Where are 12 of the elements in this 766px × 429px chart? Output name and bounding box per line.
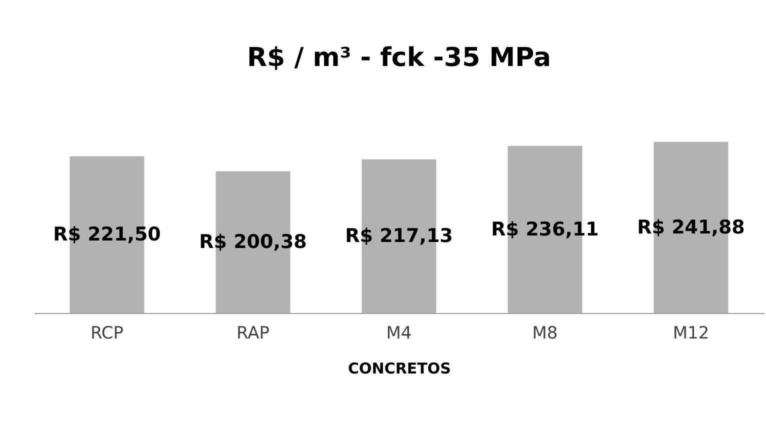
- x-tick-label: M4: [386, 324, 412, 344]
- x-tick-label: M8: [532, 324, 558, 344]
- x-axis-title: CONCRETOS: [348, 360, 451, 378]
- x-tick-label: RAP: [236, 324, 270, 344]
- chart-title: R$ / m³ - fck -35 MPa: [247, 43, 551, 73]
- data-label: R$ 221,50: [53, 224, 161, 246]
- x-tick-label: M12: [672, 324, 710, 344]
- data-label: R$ 241,88: [637, 216, 745, 238]
- data-label: R$ 217,13: [345, 225, 453, 248]
- data-label: R$ 236,11: [491, 218, 599, 240]
- data-label: R$ 200,38: [199, 231, 307, 254]
- x-tick-label: RCP: [90, 324, 124, 344]
